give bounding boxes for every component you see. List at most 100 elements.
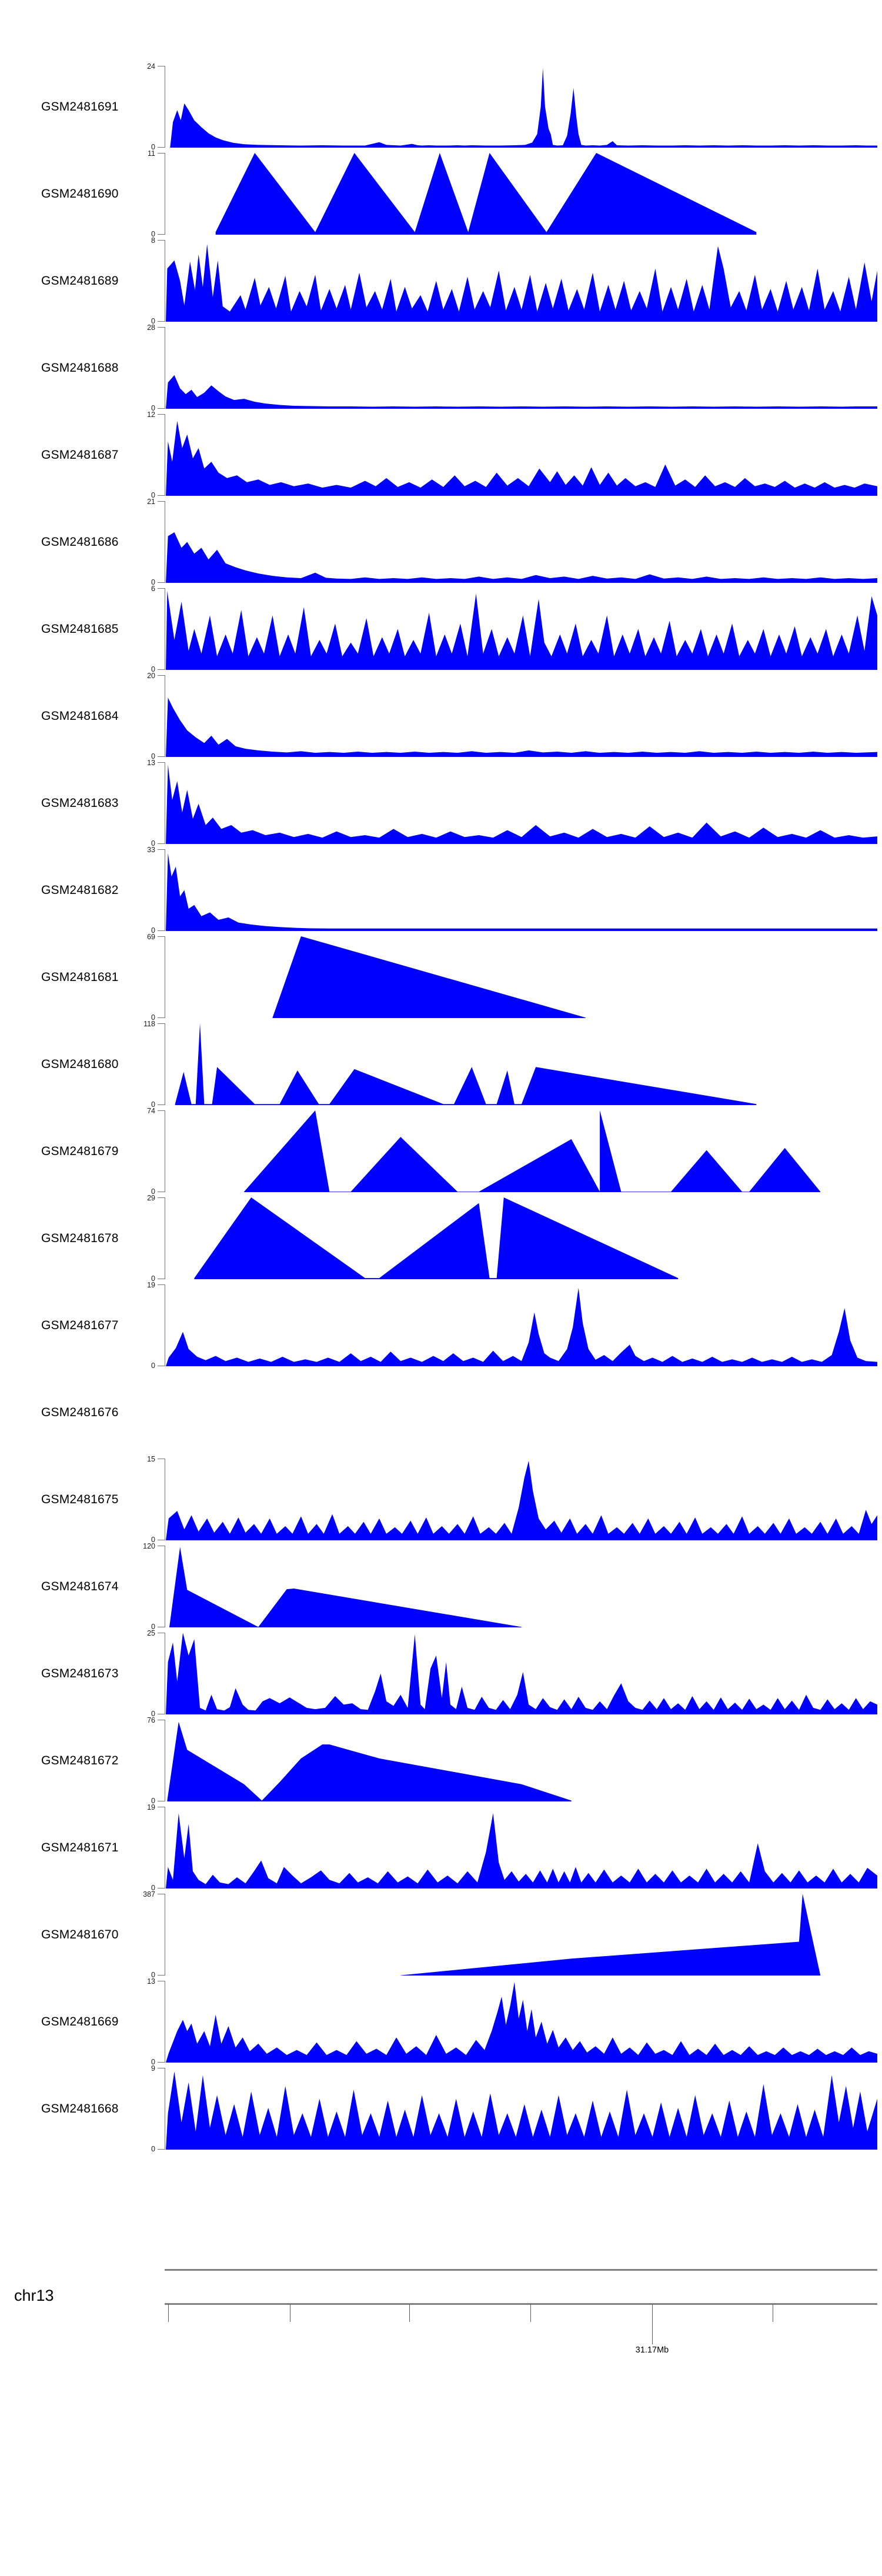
- y-axis-tick-max: [158, 762, 165, 763]
- coverage-plot[interactable]: [166, 501, 877, 583]
- track-gsm2481677[interactable]: GSM2481677 19 0: [0, 1282, 882, 1369]
- coverage-plot[interactable]: [166, 1459, 877, 1540]
- y-axis-tick-min: [158, 321, 165, 322]
- y-axis-tick-max: [158, 240, 165, 241]
- track-label: GSM2481679: [41, 1144, 119, 1158]
- y-axis-min-label: 0: [151, 1361, 155, 1370]
- track-gsm2481689[interactable]: GSM2481689 8 0: [0, 236, 882, 325]
- y-axis-max-label: 8: [151, 236, 155, 245]
- coverage-plot[interactable]: [166, 1720, 877, 1801]
- y-axis-min-label: 0: [151, 1796, 155, 1805]
- y-axis: 69 0: [147, 933, 166, 1021]
- axis-bar-bottom: [165, 2303, 877, 2305]
- track-gsm2481682[interactable]: GSM2481682 33 0: [0, 846, 882, 934]
- y-axis-max-label: 33: [147, 846, 155, 854]
- y-axis: 19 0: [147, 1282, 166, 1369]
- axis-tick: [530, 2304, 531, 2322]
- y-axis-max-label: 120: [143, 1542, 155, 1550]
- track-label: GSM2481676: [41, 1405, 119, 1419]
- coverage-area: [166, 1197, 877, 1279]
- track-gsm2481671[interactable]: GSM2481671 19 0: [0, 1804, 882, 1891]
- y-axis: 118 0: [143, 1020, 166, 1108]
- coverage-area: [166, 765, 877, 844]
- track-gsm2481688[interactable]: GSM2481688 28 0: [0, 324, 882, 412]
- y-axis: 387 0: [143, 1891, 166, 1978]
- track-label: GSM2481672: [41, 1753, 119, 1767]
- y-axis: 19 0: [147, 1804, 166, 1891]
- y-axis: 33 0: [147, 846, 166, 934]
- coverage-plot[interactable]: [166, 675, 877, 757]
- y-axis: 15 0: [147, 1456, 166, 1543]
- y-axis: 13 0: [147, 1978, 166, 2066]
- coverage-plot[interactable]: [166, 1023, 877, 1105]
- y-axis-tick-min: [158, 495, 165, 496]
- track-gsm2481680[interactable]: GSM2481680 118 0: [0, 1020, 882, 1108]
- y-axis-max-label: 24: [147, 62, 155, 71]
- y-axis-max-label: 69: [147, 933, 155, 941]
- track-gsm2481683[interactable]: GSM2481683 13 0: [0, 759, 882, 847]
- track-gsm2481668[interactable]: GSM2481668 9 0: [0, 2065, 882, 2153]
- coverage-area: [166, 853, 877, 931]
- y-axis-max-label: 387: [143, 1890, 155, 1898]
- coverage-plot[interactable]: [166, 66, 877, 148]
- track-gsm2481672[interactable]: GSM2481672 76 0: [0, 1717, 882, 1804]
- coverage-plot[interactable]: [166, 1894, 877, 1976]
- track-gsm2481675[interactable]: GSM2481675 15 0: [0, 1456, 882, 1543]
- y-axis-tick-min: [158, 147, 165, 148]
- track-label: GSM2481689: [41, 273, 119, 288]
- track-gsm2481686[interactable]: GSM2481686 21 0: [0, 498, 882, 586]
- coverage-plot[interactable]: [166, 1546, 877, 1627]
- track-gsm2481691[interactable]: GSM2481691 24 0: [0, 62, 882, 151]
- coverage-area: [166, 1721, 877, 1801]
- chromosome-label: chr13: [14, 2287, 54, 2304]
- coverage-area: [166, 153, 877, 235]
- coverage-plot[interactable]: [166, 849, 877, 931]
- track-gsm2481674[interactable]: GSM2481674 120 0: [0, 1542, 882, 1630]
- coverage-plot[interactable]: [166, 936, 877, 1018]
- track-label: GSM2481678: [41, 1231, 119, 1245]
- coverage-area: [166, 532, 877, 583]
- track-label: GSM2481669: [41, 2014, 119, 2028]
- y-axis-tick-min: [158, 843, 165, 844]
- y-axis-min-label: 0: [151, 578, 155, 586]
- track-label: GSM2481677: [41, 1318, 119, 1332]
- y-axis-max-label: 29: [147, 1194, 155, 1202]
- coverage-plot[interactable]: [166, 1981, 877, 2063]
- y-axis-max-label: 74: [147, 1107, 155, 1115]
- track-gsm2481678[interactable]: GSM2481678 29 0: [0, 1194, 882, 1282]
- y-axis-max-label: 19: [147, 1281, 155, 1289]
- track-gsm2481684[interactable]: GSM2481684 20 0: [0, 672, 882, 760]
- y-axis-min-label: 0: [151, 665, 155, 673]
- coverage-plot[interactable]: [166, 240, 877, 322]
- coverage-plot[interactable]: [166, 1110, 877, 1192]
- coverage-plot[interactable]: [166, 153, 877, 235]
- track-gsm2481685[interactable]: GSM2481685 6 0: [0, 585, 882, 673]
- coverage-area: [166, 68, 877, 148]
- track-gsm2481676[interactable]: GSM2481676: [0, 1372, 882, 1453]
- track-gsm2481670[interactable]: GSM2481670 387 0: [0, 1891, 882, 1978]
- track-gsm2481673[interactable]: GSM2481673 25 0: [0, 1630, 882, 1717]
- y-axis-max-label: 28: [147, 323, 155, 332]
- track-gsm2481687[interactable]: GSM2481687 12 0: [0, 411, 882, 499]
- coverage-plot[interactable]: [166, 2068, 877, 2150]
- y-axis: 20 0: [147, 672, 166, 760]
- track-label: GSM2481680: [41, 1057, 119, 1071]
- coverage-plot[interactable]: [166, 1197, 877, 1279]
- y-axis-min-label: 0: [151, 316, 155, 325]
- track-gsm2481669[interactable]: GSM2481669 13 0: [0, 1978, 882, 2066]
- track-label: GSM2481688: [41, 361, 119, 375]
- coverage-plot[interactable]: [166, 1284, 877, 1366]
- coverage-plot[interactable]: [166, 327, 877, 409]
- track-gsm2481679[interactable]: GSM2481679 74 0: [0, 1107, 882, 1195]
- track-gsm2481681[interactable]: GSM2481681 69 0: [0, 933, 882, 1021]
- y-axis: 28 0: [147, 324, 166, 412]
- coverage-plot[interactable]: [166, 414, 877, 496]
- track-label: GSM2481674: [41, 1579, 119, 1593]
- coverage-plot[interactable]: [166, 1633, 877, 1714]
- coverage-plot[interactable]: [166, 762, 877, 844]
- coverage-plot[interactable]: [166, 1807, 877, 1888]
- y-axis-tick-min: [158, 582, 165, 583]
- track-gsm2481690[interactable]: GSM2481690 11 0: [0, 150, 882, 238]
- coverage-plot[interactable]: [166, 588, 877, 670]
- y-axis-min-label: 0: [151, 1535, 155, 1544]
